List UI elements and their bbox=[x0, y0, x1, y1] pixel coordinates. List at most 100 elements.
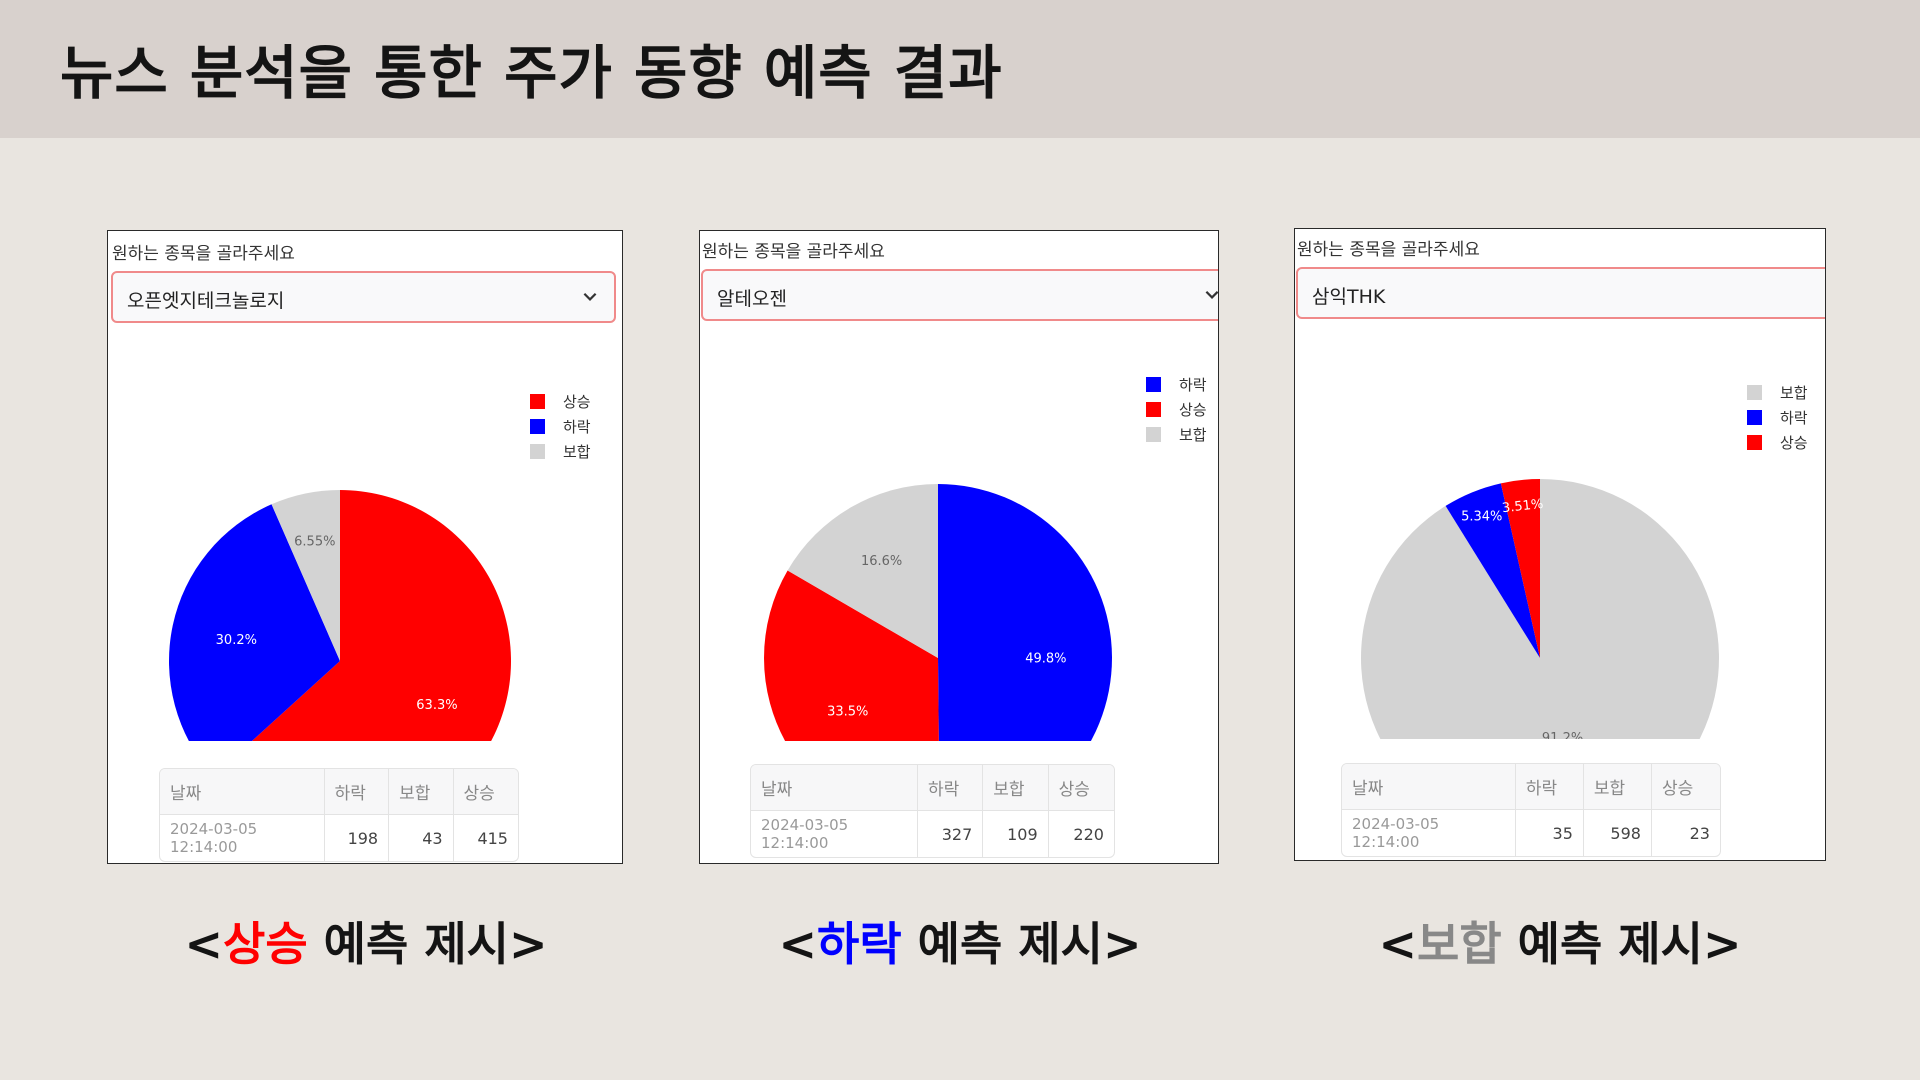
stock-panel-1: 원하는 종목을 골라주세요 오픈엣지테크놀로지 63.3% 30.2% 6.55% … bbox=[107, 230, 623, 864]
legend-label: 상승 bbox=[563, 393, 591, 411]
table-header-row: 날짜 하락 보합 상승 bbox=[160, 769, 518, 815]
caption-open: < bbox=[1378, 917, 1418, 971]
page-title: 뉴스 분석을 통한 주가 동향 예측 결과 bbox=[60, 39, 1003, 107]
pie-percent-label: 33.5% bbox=[827, 704, 868, 719]
chevron-down-icon bbox=[1205, 290, 1218, 299]
caption-fall: <하락 예측 제시> bbox=[710, 908, 1210, 974]
caption-rest: 예측 제시> bbox=[901, 917, 1142, 971]
table-header-cell[interactable]: 날짜 bbox=[751, 765, 918, 810]
legend-label: 하락 bbox=[1179, 376, 1207, 394]
legend-label: 상승 bbox=[1780, 434, 1808, 452]
legend-item: 보합 bbox=[1146, 422, 1207, 447]
stock-select[interactable]: 삼익THK bbox=[1296, 267, 1825, 319]
caption-open: < bbox=[184, 917, 224, 971]
stock-select[interactable]: 알테오젠 bbox=[701, 269, 1218, 321]
table-header-cell[interactable]: 상승 bbox=[463, 784, 495, 804]
pie-slice-하락 bbox=[169, 504, 340, 741]
caption-rest: 예측 제시> bbox=[1501, 917, 1742, 971]
table-header-row: 날짜 하락 보합 상승 bbox=[1342, 764, 1720, 810]
pie-slice-하락 bbox=[1445, 483, 1540, 658]
pie-slice-상승 bbox=[764, 570, 939, 741]
pie-slice-보합 bbox=[787, 484, 938, 658]
legend-item: 하락 bbox=[1146, 372, 1207, 397]
table-cell: 109 bbox=[983, 811, 1049, 857]
legend-label: 하락 bbox=[563, 418, 591, 436]
pie-percent-label: 16.6% bbox=[861, 554, 902, 569]
caption-keyword: 상승 bbox=[223, 917, 308, 971]
legend-label: 하락 bbox=[1780, 409, 1808, 427]
legend-item: 보합 bbox=[530, 439, 591, 464]
table-cell: 2024-03-05 12:14:00 bbox=[160, 815, 325, 861]
table-header-row: 날짜 하락 보합 상승 bbox=[751, 765, 1114, 811]
data-table: 날짜 하락 보합 상승 2024-03-05 12:14:00 198 43 415 bbox=[159, 768, 519, 862]
stock-select-value: 오픈엣지테크놀로지 bbox=[127, 290, 285, 312]
table-cell: 2024-03-05 12:14:00 bbox=[751, 811, 918, 857]
legend-label: 보합 bbox=[1179, 426, 1207, 444]
pie-percent-label: 30.2% bbox=[216, 633, 257, 648]
caption-open: < bbox=[778, 917, 818, 971]
table-header-cell[interactable]: 날짜 bbox=[1342, 764, 1516, 809]
table-header-cell[interactable]: 보합 bbox=[389, 769, 454, 814]
pie-slice-보합 bbox=[271, 490, 340, 661]
table-cell: 598 bbox=[1584, 810, 1652, 856]
pie-slice-보합 bbox=[1361, 479, 1719, 739]
legend-swatch bbox=[1747, 410, 1762, 425]
pie-percent-label: 63.3% bbox=[416, 698, 457, 713]
pie-chart: 91.2% 5.34%3.51% bbox=[1361, 479, 1719, 739]
pie-chart: 49.8% 33.5% 16.6% bbox=[764, 484, 1112, 741]
table-header-cell[interactable]: 상승 bbox=[1058, 780, 1090, 800]
table-header-cell[interactable]: 보합 bbox=[983, 765, 1049, 810]
legend-label: 상승 bbox=[1179, 401, 1207, 419]
table-header-cell[interactable]: 상승 bbox=[1661, 779, 1694, 799]
legend-swatch bbox=[530, 419, 545, 434]
pie-percent-label: 49.8% bbox=[1025, 651, 1066, 666]
data-table: 날짜 하락 보합 상승 2024-03-05 12:14:00 327 109 220 bbox=[750, 764, 1115, 858]
caption-rest: 예측 제시> bbox=[307, 917, 548, 971]
stock-select-value: 알테오젠 bbox=[717, 288, 787, 310]
pie-percent-label: 91.2% bbox=[1542, 731, 1583, 739]
table-row: 2024-03-05 12:14:00 327 109 220 bbox=[751, 811, 1114, 857]
legend-label: 보합 bbox=[563, 443, 591, 461]
caption-keyword: 하락 bbox=[817, 917, 902, 971]
legend-item: 하락 bbox=[530, 414, 591, 439]
stock-select-value: 삼익THK bbox=[1312, 286, 1386, 308]
pie-chart: 63.3% 30.2% 6.55% bbox=[169, 490, 511, 741]
table-header-cell[interactable]: 날짜 bbox=[160, 769, 325, 814]
table-row: 2024-03-05 12:14:00 198 43 415 bbox=[160, 815, 518, 861]
table-header-cell[interactable]: 하락 bbox=[325, 769, 390, 814]
pie-slice-상승 bbox=[251, 490, 511, 741]
table-cell: 23 bbox=[1689, 823, 1710, 843]
table-cell: 198 bbox=[325, 815, 390, 861]
legend-swatch bbox=[1747, 435, 1762, 450]
table-cell: 35 bbox=[1516, 810, 1584, 856]
caption-flat: <보합 예측 제시> bbox=[1310, 908, 1810, 974]
legend-swatch bbox=[530, 444, 545, 459]
chevron-down-icon bbox=[583, 292, 597, 301]
legend-item: 보합 bbox=[1747, 380, 1808, 405]
table-header-cell[interactable]: 하락 bbox=[1516, 764, 1584, 809]
pie-slice-상승 bbox=[1500, 479, 1540, 658]
pie-slice-하락 bbox=[938, 484, 1112, 741]
data-table: 날짜 하락 보합 상승 2024-03-05 12:14:00 35 598 23 bbox=[1341, 763, 1721, 857]
legend-swatch bbox=[1146, 402, 1161, 417]
pie-percent-label: 3.51% bbox=[1501, 497, 1544, 516]
stock-select[interactable]: 오픈엣지테크놀로지 bbox=[111, 271, 616, 323]
legend-swatch bbox=[1747, 385, 1762, 400]
table-cell: 220 bbox=[1073, 824, 1104, 844]
legend-swatch bbox=[530, 394, 545, 409]
pie-percent-label: 6.55% bbox=[294, 534, 335, 549]
legend-item: 상승 bbox=[530, 389, 591, 414]
table-header-cell[interactable]: 보합 bbox=[1584, 764, 1652, 809]
legend-item: 상승 bbox=[1146, 397, 1207, 422]
select-label: 원하는 종목을 골라주세요 bbox=[1297, 240, 1480, 260]
table-header-cell[interactable]: 하락 bbox=[918, 765, 984, 810]
legend-item: 상승 bbox=[1747, 430, 1808, 455]
table-cell: 327 bbox=[918, 811, 984, 857]
caption-keyword: 보합 bbox=[1417, 917, 1502, 971]
select-label: 원하는 종목을 골라주세요 bbox=[702, 242, 885, 262]
legend-item: 하락 bbox=[1747, 405, 1808, 430]
legend-swatch bbox=[1146, 377, 1161, 392]
